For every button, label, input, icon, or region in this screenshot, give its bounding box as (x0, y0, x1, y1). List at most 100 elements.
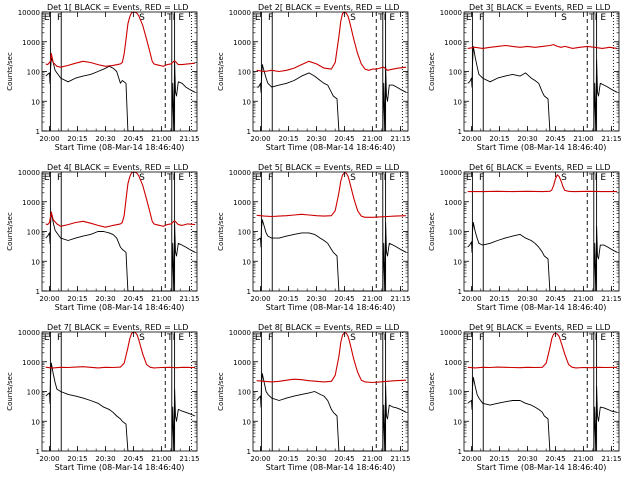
y-tick-label: 10 (242, 98, 251, 106)
x-axis-title: Start Time (08-Mar-14 18:46:40) (266, 303, 396, 312)
flag-label: TI (166, 13, 175, 23)
y-tick-label: 10000 (18, 329, 40, 337)
x-axis-title: Start Time (08-Mar-14 18:46:40) (266, 143, 396, 152)
x-tick-label: 20:45 (334, 455, 354, 463)
flag-label: TI (166, 173, 175, 183)
flag-label: TI (588, 333, 597, 343)
x-tick-label: 21:15 (390, 135, 410, 143)
flag-label: TI (588, 173, 597, 183)
x-tick-label: 20:00 (461, 295, 481, 303)
flag-label: S (350, 333, 356, 343)
flag-label: E (389, 173, 395, 183)
panel-title: Det 2[ BLACK = Events, RED = LLD (258, 3, 399, 12)
flag-label: S (139, 13, 145, 23)
series-line-lld (45, 11, 196, 68)
flag-label: TI (377, 333, 386, 343)
flag-label: S (350, 173, 356, 183)
series-line-events (256, 373, 407, 452)
y-tick-label: 1 (36, 288, 40, 296)
series-line-lld (467, 174, 618, 193)
flag-label: F (57, 173, 62, 183)
y-tick-label: 100 (27, 69, 40, 77)
flag-label: S (561, 333, 567, 343)
y-tick-label: 1000 (233, 39, 251, 47)
x-tick-label: 20:15 (67, 295, 87, 303)
series-line-lld (467, 332, 618, 369)
x-tick-label: 20:30 (517, 455, 537, 463)
flag-label: F (479, 333, 484, 343)
x-tick-label: 20:30 (517, 295, 537, 303)
y-tick-label: 10000 (440, 329, 462, 337)
x-tick-label: 20:00 (39, 455, 59, 463)
series-line-lld (256, 172, 407, 218)
flag-label: F (268, 333, 273, 343)
x-tick-label: 20:45 (123, 455, 143, 463)
y-tick-label: 100 (27, 389, 40, 397)
y-tick-label: 1000 (22, 359, 40, 367)
x-tick-label: 20:45 (334, 295, 354, 303)
x-tick-label: 20:30 (306, 295, 326, 303)
x-tick-label: 20:15 (278, 135, 298, 143)
x-tick-label: 20:15 (278, 295, 298, 303)
y-tick-label: 10 (242, 418, 251, 426)
x-tick-label: 20:15 (67, 455, 87, 463)
y-tick-label: 100 (449, 69, 462, 77)
y-tick-label: 10000 (440, 169, 462, 177)
flag-label: F (268, 173, 273, 183)
y-tick-label: 10 (453, 98, 462, 106)
panel-title: Det 5[ BLACK = Events, RED = LLD (258, 163, 399, 172)
flag-label: E (600, 173, 606, 183)
x-tick-label: 20:45 (545, 455, 565, 463)
panel-title: Det 9[ BLACK = Events, RED = LLD (469, 323, 610, 332)
y-tick-label: 10000 (18, 169, 40, 177)
y-tick-label: 10 (242, 258, 251, 266)
x-tick-label: 21:00 (151, 295, 171, 303)
y-axis-title: Counts/sec (428, 52, 436, 91)
series-line-events (467, 222, 618, 292)
y-tick-label: 100 (238, 389, 251, 397)
y-tick-label: 1 (36, 448, 40, 456)
series-line-lld (467, 44, 618, 49)
x-tick-label: 21:15 (390, 455, 410, 463)
y-axis-title: Counts/sec (217, 52, 225, 91)
y-tick-label: 100 (449, 229, 462, 237)
y-axis-title: Counts/sec (6, 372, 14, 411)
flag-label: E (44, 333, 50, 343)
flag-label: F (479, 13, 484, 23)
series-line-lld (256, 332, 407, 384)
flag-label: E (255, 13, 261, 23)
flag-label: F (268, 13, 273, 23)
y-tick-label: 1000 (444, 199, 462, 207)
x-tick-label: 20:15 (67, 135, 87, 143)
y-tick-label: 1000 (444, 359, 462, 367)
y-tick-label: 10 (453, 258, 462, 266)
x-axis-title: Start Time (08-Mar-14 18:46:40) (477, 303, 607, 312)
y-tick-label: 1 (458, 288, 462, 296)
y-tick-label: 10000 (229, 169, 251, 177)
y-tick-label: 1 (247, 288, 251, 296)
y-axis-title: Counts/sec (217, 212, 225, 251)
y-tick-label: 1000 (233, 199, 251, 207)
x-tick-label: 21:15 (601, 455, 621, 463)
y-tick-label: 10000 (18, 9, 40, 17)
x-tick-label: 21:00 (573, 455, 593, 463)
flag-label: S (561, 13, 567, 23)
x-tick-label: 20:45 (123, 295, 143, 303)
y-axis-title: Counts/sec (217, 372, 225, 411)
x-tick-label: 21:00 (362, 455, 382, 463)
x-tick-label: 20:30 (95, 135, 115, 143)
x-tick-label: 20:15 (489, 455, 509, 463)
series-line-lld (256, 11, 407, 73)
flag-label: E (178, 13, 184, 23)
x-tick-label: 20:15 (489, 295, 509, 303)
panel-title: Det 6[ BLACK = Events, RED = LLD (469, 163, 610, 172)
x-tick-label: 21:00 (573, 135, 593, 143)
y-tick-label: 1 (36, 128, 40, 136)
